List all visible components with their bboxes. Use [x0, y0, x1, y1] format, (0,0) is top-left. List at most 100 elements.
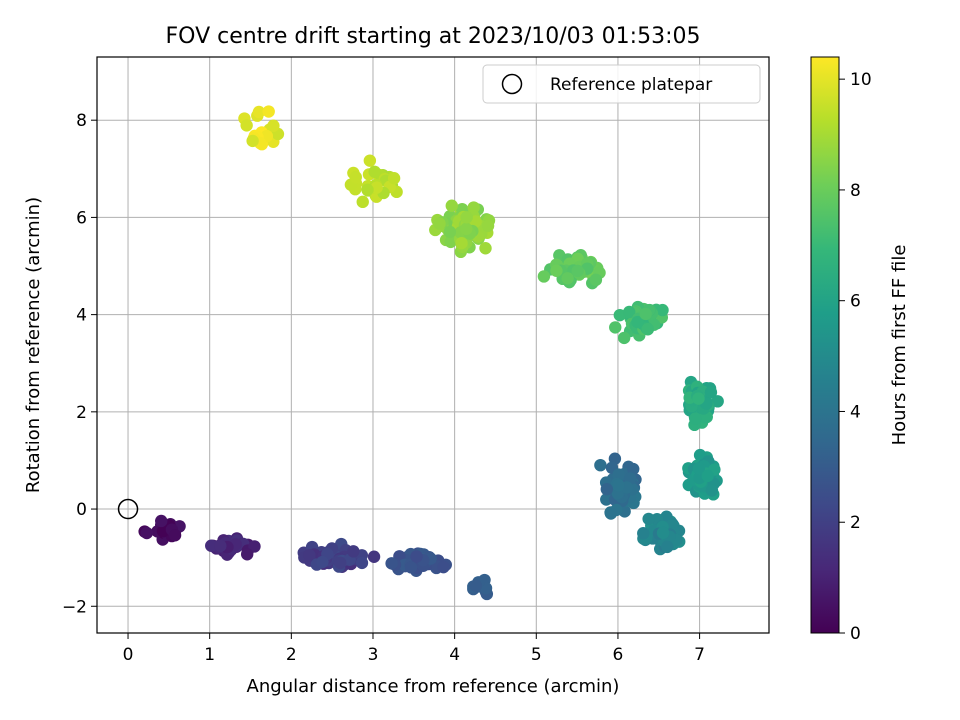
colorbar-tick-label: 8 — [850, 181, 861, 201]
data-point — [600, 493, 613, 506]
data-point — [368, 165, 381, 178]
x-tick-label: 7 — [694, 645, 705, 665]
data-point — [240, 119, 253, 132]
legend-marker-icon — [501, 73, 523, 95]
data-point — [637, 527, 650, 540]
colorbar-tick-label: 0 — [850, 624, 861, 644]
y-tick-label: 4 — [76, 306, 87, 326]
colorbar-label: Hours from first FF file — [889, 245, 910, 446]
x-tick-label: 0 — [123, 645, 134, 665]
data-point — [617, 331, 631, 345]
x-axis-label: Angular distance from reference (arcmin) — [247, 676, 620, 697]
data-point — [661, 540, 674, 554]
data-point — [437, 560, 450, 574]
data-point — [623, 305, 636, 319]
data-point — [692, 462, 706, 475]
data-point — [641, 322, 654, 336]
data-point — [656, 303, 669, 317]
data-point — [433, 217, 446, 230]
plot-frame — [96, 56, 770, 634]
colorbar-tick-label: 2 — [850, 513, 861, 533]
data-point — [252, 105, 266, 119]
data-point — [631, 315, 644, 329]
data-point — [385, 557, 398, 570]
data-point — [701, 469, 714, 483]
legend-label: Reference platepar — [550, 75, 712, 95]
data-point — [609, 321, 622, 334]
data-point — [355, 556, 369, 570]
data-point — [347, 545, 360, 558]
data-point — [550, 264, 563, 277]
data-point — [460, 211, 473, 224]
data-point — [705, 484, 719, 497]
data-point — [246, 134, 259, 148]
data-point — [214, 539, 227, 553]
data-point — [361, 183, 374, 197]
scatter-points — [138, 105, 724, 601]
data-point — [589, 273, 603, 287]
y-tick-label: −2 — [62, 597, 87, 617]
y-tick-label: 0 — [76, 500, 87, 520]
x-tick-label: 3 — [368, 645, 379, 665]
data-point — [689, 412, 702, 425]
data-point — [639, 307, 652, 321]
data-point — [600, 483, 614, 496]
data-point — [594, 458, 607, 472]
data-point — [248, 540, 261, 553]
data-point — [561, 272, 574, 285]
data-point — [479, 242, 492, 255]
data-point — [267, 119, 280, 132]
data-point — [537, 270, 551, 283]
data-point — [444, 235, 457, 249]
data-point — [656, 526, 670, 540]
x-tick-label: 1 — [204, 645, 215, 665]
data-point — [316, 555, 329, 569]
data-point — [205, 539, 218, 552]
data-point — [612, 468, 625, 481]
data-point — [367, 550, 381, 563]
x-tick-label: 2 — [286, 645, 297, 665]
data-point — [627, 462, 640, 476]
data-point — [363, 154, 377, 167]
legend-box — [482, 64, 761, 104]
y-tick-label: 2 — [76, 403, 87, 423]
data-point — [460, 222, 473, 236]
data-point — [642, 512, 655, 526]
data-point — [387, 172, 401, 185]
data-point — [469, 579, 482, 592]
data-point — [612, 479, 625, 492]
data-point — [168, 529, 182, 542]
colorbar — [810, 56, 840, 634]
data-point — [445, 199, 458, 212]
data-point — [410, 550, 423, 563]
data-point — [356, 195, 369, 209]
y-tick-label: 8 — [76, 111, 87, 131]
y-axis-label: Rotation from reference (arcmin) — [23, 197, 44, 493]
data-point — [711, 395, 724, 408]
x-axis-ticks: 0 1 2 3 4 5 6 7 — [123, 633, 705, 665]
data-point — [240, 548, 254, 561]
reference-point-marker — [117, 498, 139, 520]
y-tick-label: 6 — [76, 208, 87, 228]
data-point — [140, 526, 153, 540]
data-point — [155, 514, 168, 528]
colorbar-tick-label: 6 — [850, 292, 861, 312]
data-point — [349, 170, 362, 184]
colorbar-ticks: 0 2 4 6 8 10 — [839, 70, 872, 644]
legend: Reference platepar — [482, 64, 761, 104]
data-point — [604, 507, 618, 520]
colorbar-tick-label: 4 — [850, 402, 861, 422]
data-point — [262, 105, 275, 118]
chart-title: FOV centre drift starting at 2023/10/03 … — [166, 24, 701, 49]
data-point — [455, 236, 468, 250]
data-point — [303, 548, 316, 562]
data-point — [404, 561, 418, 574]
x-tick-label: 6 — [613, 645, 624, 665]
data-point — [481, 219, 495, 233]
data-point — [571, 264, 584, 278]
colorbar-tick-label: 10 — [850, 70, 872, 90]
x-tick-label: 4 — [449, 645, 460, 665]
data-point — [613, 308, 627, 322]
y-axis-ticks: −2 0 2 4 6 8 — [62, 111, 97, 617]
